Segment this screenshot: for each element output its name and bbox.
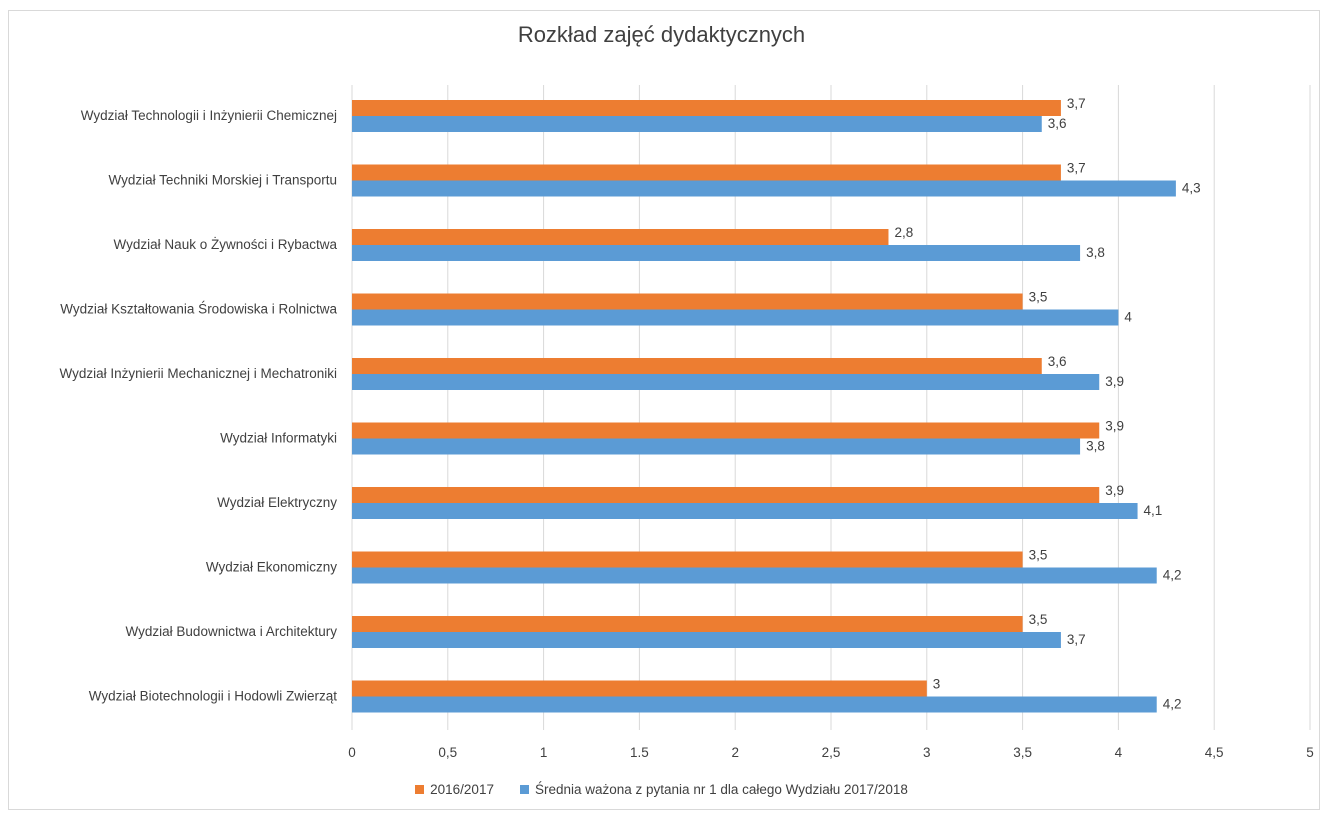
x-tick-label-8: 4 [1115, 745, 1123, 760]
bar-series-2-8 [352, 632, 1061, 648]
bar-series-1-1 [352, 164, 1061, 181]
category-label-0: Wydział Technologii i Inżynierii Chemicz… [81, 108, 337, 123]
bar-series-1-5 [352, 422, 1100, 439]
data-label-series-2-4: 3,9 [1105, 374, 1124, 389]
category-label-3: Wydział Kształtowania Środowiska i Rolni… [60, 302, 337, 317]
legend-swatch-series-1 [415, 785, 425, 794]
x-tick-label-3: 1.5 [630, 745, 649, 760]
category-label-4: Wydział Inżynierii Mechanicznej i Mechat… [60, 366, 337, 381]
x-tick-label-9: 4,5 [1205, 745, 1224, 760]
data-label-series-1-5: 3,9 [1105, 419, 1124, 434]
category-label-6: Wydział Elektryczny [217, 495, 337, 510]
legend-label-series-2: Średnia ważona z pytania nr 1 dla całego… [534, 782, 908, 797]
x-tick-label-10: 5 [1306, 745, 1314, 760]
data-label-series-2-3: 4 [1124, 310, 1132, 325]
bar-series-1-4 [352, 358, 1042, 374]
data-label-series-2-0: 3,6 [1048, 116, 1067, 131]
bar-series-1-2 [352, 229, 889, 245]
data-label-series-1-4: 3,6 [1048, 354, 1067, 369]
bar-series-1-8 [352, 616, 1023, 632]
x-tick-label-5: 2,5 [822, 745, 841, 760]
category-label-9: Wydział Biotechnologii i Hodowli Zwierzą… [89, 689, 337, 704]
bar-series-2-4 [352, 374, 1100, 390]
data-label-series-2-9: 4,2 [1163, 697, 1182, 712]
data-label-series-2-1: 4,3 [1182, 181, 1201, 196]
data-label-series-1-6: 3,9 [1105, 483, 1124, 498]
bar-series-2-7 [352, 567, 1157, 584]
data-label-series-1-0: 3,7 [1067, 96, 1086, 111]
bar-series-1-3 [352, 293, 1023, 310]
data-label-series-2-5: 3,8 [1086, 439, 1105, 454]
data-label-series-1-2: 2,8 [894, 225, 913, 240]
bar-series-2-1 [352, 180, 1176, 197]
data-label-series-1-1: 3,7 [1067, 161, 1086, 176]
category-label-8: Wydział Budownictwa i Architektury [126, 624, 338, 639]
legend: 2016/2017 Średnia ważona z pytania nr 1 … [0, 782, 1323, 797]
legend-swatch-series-2 [519, 785, 529, 794]
bar-series-1-7 [352, 551, 1023, 568]
category-label-7: Wydział Ekonomiczny [206, 560, 337, 575]
chart-title: Rozkład zajęć dydaktycznych [517, 22, 806, 47]
bar-chart: 0 0,5 1 1.5 2 2,5 3 3,5 4 4,5 5 Wydział Technologii… [60, 85, 1314, 760]
x-tick-label-2: 1 [540, 745, 548, 760]
data-label-series-1-8: 3,5 [1029, 612, 1048, 627]
legend-label-series-1: 2016/2017 [430, 782, 494, 797]
x-tick-label-1: 0,5 [438, 745, 457, 760]
x-tick-label-0: 0 [348, 745, 356, 760]
x-tick-label-4: 2 [731, 745, 739, 760]
x-tick-label-6: 3 [923, 745, 931, 760]
category-label-1: Wydział Techniki Morskiej i Transportu [109, 173, 337, 188]
bar-series-1-6 [352, 487, 1100, 503]
x-tick-label-7: 3,5 [1013, 745, 1032, 760]
bar-series-2-0 [352, 116, 1042, 132]
category-label-5: Wydział Informatyki [220, 431, 337, 446]
bar-series-1-9 [352, 680, 927, 697]
bar-series-2-5 [352, 438, 1081, 455]
bar-series-1-0 [352, 100, 1061, 116]
bar-series-2-9 [352, 696, 1157, 713]
data-label-series-1-3: 3,5 [1029, 290, 1048, 305]
legend-item-series-2: Średnia ważona z pytania nr 1 dla całego… [519, 782, 908, 797]
bar-series-2-6 [352, 503, 1138, 519]
data-label-series-2-2: 3,8 [1086, 245, 1105, 260]
data-label-series-2-6: 4,1 [1144, 503, 1163, 518]
bar-series-2-3 [352, 309, 1119, 326]
data-label-series-1-7: 3,5 [1029, 548, 1048, 563]
data-label-series-2-7: 4,2 [1163, 568, 1182, 583]
legend-item-series-1: 2016/2017 [415, 782, 494, 797]
bar-series-2-2 [352, 245, 1081, 261]
data-label-series-2-8: 3,7 [1067, 632, 1086, 647]
chart-frame [8, 10, 1320, 810]
category-label-2: Wydział Nauk o Żywności i Rybactwa [114, 237, 338, 252]
data-label-series-1-9: 3 [933, 677, 941, 692]
